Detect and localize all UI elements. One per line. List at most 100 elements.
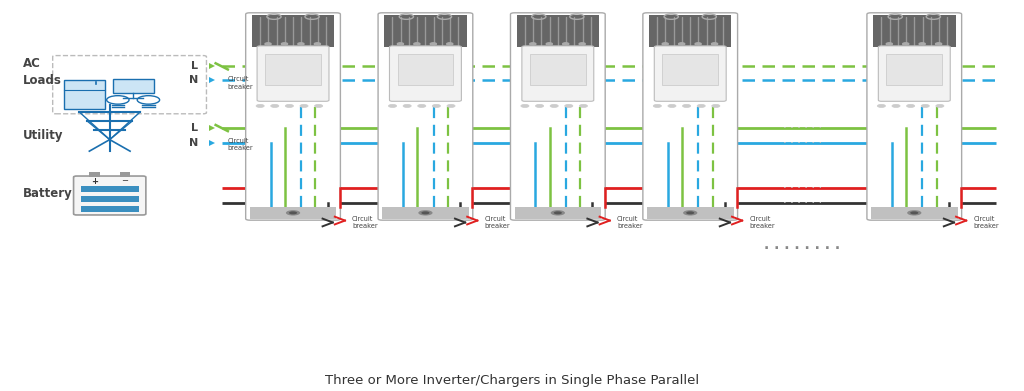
Text: · · · · · ·: · · · · · · xyxy=(782,138,822,149)
Text: · · · · · ·: · · · · · · xyxy=(782,123,822,133)
Text: +: + xyxy=(91,177,98,186)
Circle shape xyxy=(712,43,718,45)
Circle shape xyxy=(388,104,396,108)
Text: Circuit
breaker: Circuit breaker xyxy=(750,216,775,229)
Circle shape xyxy=(907,210,922,215)
Circle shape xyxy=(256,104,264,108)
Circle shape xyxy=(564,104,572,108)
Text: · · · · · ·: · · · · · · xyxy=(782,198,822,208)
Bar xyxy=(887,54,942,85)
Text: · · · · · ·: · · · · · · xyxy=(782,138,822,149)
Circle shape xyxy=(679,43,685,45)
Circle shape xyxy=(903,43,908,45)
Circle shape xyxy=(446,104,455,108)
Circle shape xyxy=(920,43,926,45)
Text: N: N xyxy=(189,75,199,85)
Circle shape xyxy=(286,104,294,108)
Text: Circuit
breaker: Circuit breaker xyxy=(228,76,254,90)
Circle shape xyxy=(686,211,694,214)
Text: Battery: Battery xyxy=(24,187,73,200)
FancyBboxPatch shape xyxy=(389,46,462,101)
Circle shape xyxy=(551,210,565,215)
Circle shape xyxy=(668,104,676,108)
Text: Circuit
breaker: Circuit breaker xyxy=(484,216,510,229)
Circle shape xyxy=(289,211,297,214)
Bar xyxy=(397,54,454,85)
Bar xyxy=(647,207,733,219)
Circle shape xyxy=(906,104,914,108)
Text: −: − xyxy=(122,177,128,186)
Text: N: N xyxy=(189,138,199,149)
Circle shape xyxy=(418,210,432,215)
Circle shape xyxy=(550,104,558,108)
Circle shape xyxy=(554,211,562,214)
Text: · · · · · · · ·: · · · · · · · · xyxy=(764,242,841,256)
Circle shape xyxy=(300,104,308,108)
Bar xyxy=(81,196,138,202)
Circle shape xyxy=(922,104,930,108)
FancyBboxPatch shape xyxy=(74,176,145,215)
Bar xyxy=(81,186,138,192)
Circle shape xyxy=(580,43,586,45)
Circle shape xyxy=(562,43,568,45)
Text: · · · · · ·: · · · · · · xyxy=(782,123,822,133)
Circle shape xyxy=(314,104,323,108)
Text: · · · · · ·: · · · · · · xyxy=(782,183,822,193)
Bar xyxy=(384,15,467,47)
Bar xyxy=(89,172,99,177)
Bar xyxy=(252,15,334,47)
Circle shape xyxy=(878,104,886,108)
Bar xyxy=(649,15,731,47)
Circle shape xyxy=(695,43,701,45)
Text: Circuit
breaker: Circuit breaker xyxy=(616,216,642,229)
Circle shape xyxy=(683,210,697,215)
Circle shape xyxy=(910,211,919,214)
Bar xyxy=(63,80,104,109)
Circle shape xyxy=(936,104,944,108)
Circle shape xyxy=(403,104,412,108)
Circle shape xyxy=(430,43,436,45)
Circle shape xyxy=(546,43,552,45)
FancyBboxPatch shape xyxy=(511,13,605,220)
Bar xyxy=(873,15,955,47)
FancyBboxPatch shape xyxy=(246,13,340,220)
Bar xyxy=(81,206,138,212)
Text: AC
Loads: AC Loads xyxy=(24,57,62,87)
Text: Three or More Inverter/Chargers in Single Phase Parallel: Three or More Inverter/Chargers in Singl… xyxy=(325,374,699,387)
Text: · · · · · ·: · · · · · · xyxy=(782,183,822,193)
Circle shape xyxy=(446,43,453,45)
Text: Circuit
breaker: Circuit breaker xyxy=(974,216,999,229)
Circle shape xyxy=(683,104,690,108)
Circle shape xyxy=(580,104,588,108)
Circle shape xyxy=(397,43,403,45)
Bar xyxy=(516,15,599,47)
FancyBboxPatch shape xyxy=(522,46,594,101)
Circle shape xyxy=(529,43,536,45)
FancyBboxPatch shape xyxy=(643,13,737,220)
FancyBboxPatch shape xyxy=(378,13,473,220)
Circle shape xyxy=(298,43,304,45)
Circle shape xyxy=(663,43,669,45)
Circle shape xyxy=(653,104,662,108)
Bar xyxy=(113,79,154,93)
Circle shape xyxy=(270,104,279,108)
Bar xyxy=(514,207,601,219)
Bar xyxy=(265,54,321,85)
Bar xyxy=(250,207,336,219)
Bar xyxy=(871,207,957,219)
Circle shape xyxy=(314,43,321,45)
FancyBboxPatch shape xyxy=(654,46,726,101)
Circle shape xyxy=(421,211,429,214)
FancyBboxPatch shape xyxy=(257,46,329,101)
Circle shape xyxy=(432,104,440,108)
FancyBboxPatch shape xyxy=(867,13,962,220)
Text: Utility: Utility xyxy=(24,129,63,142)
Circle shape xyxy=(414,43,420,45)
Text: Circuit
breaker: Circuit breaker xyxy=(352,216,378,229)
Circle shape xyxy=(282,43,288,45)
Text: · · · · · ·: · · · · · · xyxy=(782,198,822,208)
Circle shape xyxy=(418,104,426,108)
Circle shape xyxy=(886,43,892,45)
Text: L: L xyxy=(191,61,199,72)
Circle shape xyxy=(697,104,706,108)
